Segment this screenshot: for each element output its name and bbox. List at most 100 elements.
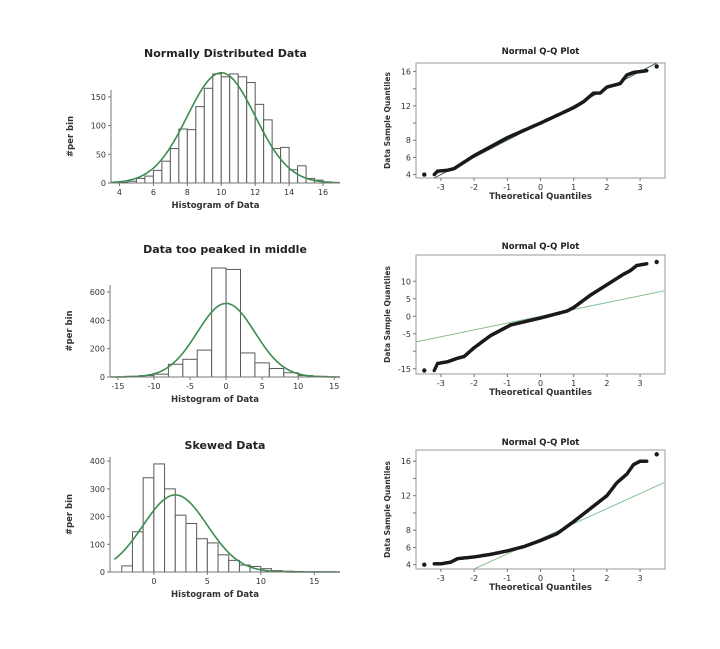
- y-tick-label: 300: [90, 485, 105, 494]
- histogram-bar: [144, 175, 154, 184]
- y-tick-label: 4: [406, 171, 411, 180]
- x-tick-label: 5: [205, 577, 210, 586]
- x-tick-label: -1: [503, 183, 511, 192]
- x-tick-label: 2: [604, 574, 609, 583]
- y-tick-label: 8: [406, 526, 411, 535]
- histogram-bar: [153, 463, 166, 573]
- normal-fit-curve: [110, 302, 340, 378]
- x-axis-label: Histogram of Data: [171, 395, 259, 405]
- histogram-bar: [240, 352, 256, 378]
- x-tick-label: -3: [437, 183, 445, 192]
- qq-point: [422, 562, 427, 567]
- x-axis-label: Theoretical Quantiles: [489, 583, 592, 593]
- x-tick-label: 0: [224, 382, 229, 391]
- x-tick-label: 15: [329, 382, 339, 391]
- x-tick-label: -2: [470, 183, 478, 192]
- y-tick-label: 5: [406, 295, 411, 304]
- y-tick-label: 100: [91, 122, 106, 131]
- subplot-3: Data too peaked in middle -15 -10 -5 0 5 10 15 0…: [65, 243, 340, 405]
- histogram-bar: [186, 129, 197, 184]
- x-tick-label: -3: [437, 379, 445, 388]
- histogram-bar: [169, 148, 180, 184]
- histogram-bar: [254, 103, 265, 184]
- x-tick-label: 3: [638, 379, 643, 388]
- x-tick-label: 5: [260, 382, 265, 391]
- chart-title: Skewed Data: [185, 439, 266, 452]
- subplot-4: Normal Q-Q Plot -3 -2 -1 0 1 2 3 -15 -5 0 5 10 Theore…: [383, 242, 666, 398]
- qq-point: [654, 259, 659, 265]
- subplot-2: Normal Q-Q Plot-3 -2 -1 0 1 2 34681216Theoreti…: [383, 47, 666, 202]
- chart-title: Normal Q-Q Plot: [502, 47, 580, 57]
- histogram-bar: [185, 523, 198, 573]
- y-axis-label: Data Sample Quantiles: [383, 266, 392, 363]
- histogram-bar: [220, 76, 231, 184]
- x-tick-label: 0: [538, 574, 543, 583]
- x-tick-label: 1: [571, 574, 576, 583]
- y-tick-label: 0: [100, 373, 105, 382]
- x-tick-label: -10: [147, 382, 160, 391]
- histogram-bar: [142, 477, 155, 573]
- x-tick-label: 2: [604, 183, 609, 192]
- chart-title: Normal Q-Q Plot: [502, 438, 580, 448]
- normal-fit-curve: [111, 72, 341, 184]
- y-tick-label: 0: [406, 312, 411, 321]
- histogram-bar: [161, 160, 171, 184]
- x-tick-label: 15: [309, 577, 319, 586]
- histogram-bar: [228, 559, 240, 573]
- y-tick-label: 200: [90, 345, 105, 354]
- y-axis-label: Data Sample Quantiles: [383, 72, 392, 169]
- y-tick-label: 4: [406, 561, 411, 570]
- x-tick-label: 0: [151, 577, 156, 586]
- qq-point: [654, 452, 659, 457]
- x-tick-label: 10: [293, 382, 303, 391]
- chart-title: Normal Q-Q Plot: [502, 242, 580, 252]
- histogram-bar: [182, 358, 198, 378]
- histogram-bar: [196, 349, 213, 378]
- y-tick-label: 200: [90, 513, 105, 522]
- y-tick-label: 600: [90, 288, 105, 297]
- reference-line: [415, 290, 666, 343]
- x-axis-label: Histogram of Data: [171, 590, 259, 600]
- y-tick-label: 400: [90, 316, 105, 325]
- y-tick-label: 0: [100, 568, 105, 577]
- y-tick-label: 8: [406, 136, 411, 145]
- histogram-bar: [195, 106, 205, 184]
- x-tick-label: -2: [470, 574, 478, 583]
- x-axis-label: Theoretical Quantiles: [489, 388, 592, 398]
- x-tick-label: 10: [216, 188, 226, 197]
- x-tick-label: 2: [604, 379, 609, 388]
- chart-title: Normally Distributed Data: [144, 47, 307, 60]
- histogram-bar: [229, 73, 239, 184]
- y-tick-label: 100: [90, 540, 105, 549]
- x-tick-label: 10: [256, 577, 266, 586]
- y-tick-label: 6: [406, 543, 411, 552]
- histogram-bar: [225, 268, 242, 378]
- histogram-bar: [263, 119, 273, 184]
- x-tick-label: -2: [470, 379, 478, 388]
- qq-point: [645, 262, 649, 266]
- y-tick-label: 10: [401, 277, 411, 286]
- histogram-bar: [178, 128, 188, 184]
- qq-point: [645, 69, 649, 73]
- x-tick-label: -5: [186, 382, 194, 391]
- x-axis-label: Histogram of Data: [172, 201, 260, 211]
- histogram-bar: [196, 538, 208, 573]
- y-tick-label: -15: [398, 365, 411, 374]
- x-tick-label: -15: [111, 382, 124, 391]
- x-tick-label: -1: [503, 574, 511, 583]
- y-axis-label: #per bin: [66, 116, 76, 157]
- subplot-1: Normally Distributed Data 4 6 8 10 12 14 16 0 50 1…: [66, 47, 341, 211]
- histogram-bar: [206, 542, 219, 573]
- chart-title: Data too peaked in middle: [143, 243, 307, 256]
- x-tick-label: 4: [117, 188, 122, 197]
- y-tick-label: 16: [401, 457, 411, 466]
- histogram-bar: [268, 368, 285, 378]
- x-tick-label: -1: [503, 379, 511, 388]
- qq-point: [645, 459, 649, 463]
- subplot-5: Skewed Data 0 5 10 15 0 100 200 300 400 Histogram …: [65, 439, 340, 600]
- x-tick-label: -3: [437, 574, 445, 583]
- histogram-bar: [152, 169, 163, 184]
- x-tick-label: 16: [318, 188, 328, 197]
- x-tick-label: 12: [250, 188, 260, 197]
- x-tick-label: 0: [538, 379, 543, 388]
